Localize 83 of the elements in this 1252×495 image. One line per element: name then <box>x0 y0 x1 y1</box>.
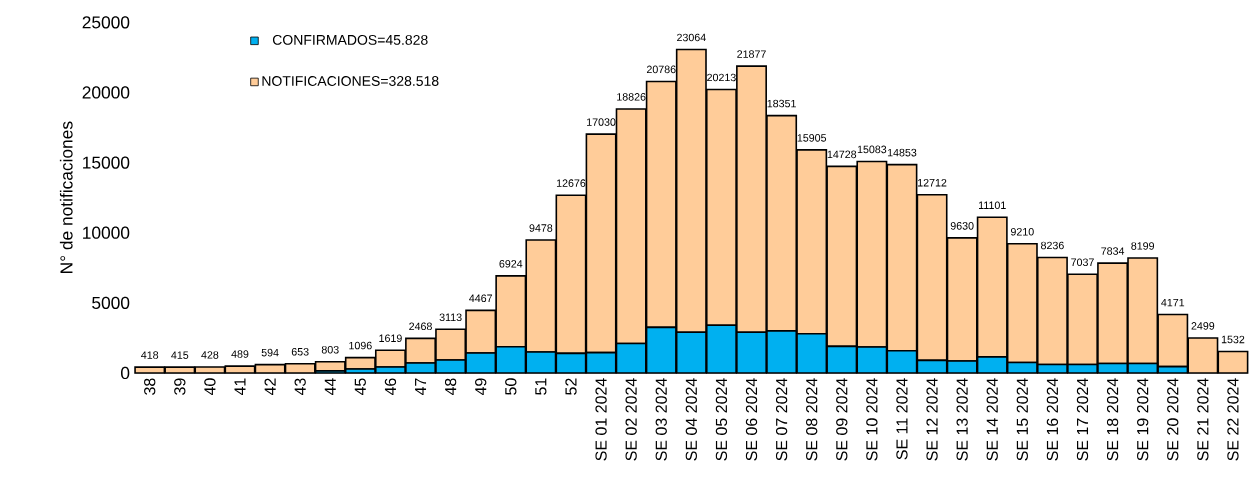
y-tick-label: 15000 <box>83 156 130 169</box>
legend-label: NOTIFICACIONES=328.518 <box>262 76 439 86</box>
total-label: 4467 <box>469 294 493 303</box>
total-label: 12676 <box>556 179 586 187</box>
x-tick-label: SE 19 2024 <box>1137 378 1149 461</box>
y-tick-label: 20000 <box>82 86 130 99</box>
total-label: 489 <box>231 350 249 358</box>
x-tick-label: SE 20 2024 <box>1167 378 1179 461</box>
x-tick-label: SE 02 2024 <box>625 378 637 461</box>
y-tick-label: 5000 <box>92 296 130 309</box>
total-label: 9478 <box>529 224 553 232</box>
x-tick-label: SE 14 2024 <box>986 378 998 461</box>
y-tick-label: 10000 <box>83 226 130 239</box>
y-tick-label: 25000 <box>82 16 130 29</box>
legend-label: CONFIRMADOS=45.828 <box>272 34 428 45</box>
total-label: 17030 <box>587 118 616 126</box>
total-label: 2468 <box>409 322 432 331</box>
total-label: 15905 <box>797 134 827 142</box>
x-tick-label: SE 10 2024 <box>866 378 878 461</box>
x-tick-label: SE 01 2024 <box>595 378 607 461</box>
total-label: 8199 <box>1131 242 1155 250</box>
x-tick-label: SE 17 2024 <box>1076 378 1089 461</box>
total-label: 803 <box>321 345 339 354</box>
x-tick-label: 43 <box>294 378 306 396</box>
total-label: 18826 <box>617 93 646 101</box>
total-label: 653 <box>291 348 309 356</box>
x-tick-label: 50 <box>505 378 517 395</box>
total-label: 18351 <box>767 99 796 108</box>
total-label: 12712 <box>918 178 947 187</box>
x-tick-label: SE 16 2024 <box>1046 378 1059 461</box>
x-tick-label: SE 15 2024 <box>1016 378 1028 461</box>
total-label: 594 <box>261 348 279 357</box>
x-tick-label: SE 03 2024 <box>655 378 667 461</box>
total-label: 1096 <box>349 341 372 350</box>
total-label: 1619 <box>379 334 402 343</box>
x-tick-label: 41 <box>234 378 246 396</box>
x-tick-label: 39 <box>174 378 186 395</box>
x-tick-label: SE 13 2024 <box>956 378 968 461</box>
total-label: 4171 <box>1161 298 1185 307</box>
y-tick-label: 0 <box>121 366 130 380</box>
total-label: 20213 <box>707 73 736 82</box>
total-label: 14853 <box>887 148 917 157</box>
total-label: 14728 <box>827 150 857 159</box>
x-tick-label: SE 21 2024 <box>1197 378 1209 461</box>
total-label: 11101 <box>979 201 1006 210</box>
total-label: 23064 <box>677 33 706 42</box>
x-tick-label: 45 <box>354 378 366 396</box>
total-label: 418 <box>141 351 159 359</box>
x-tick-label: 51 <box>535 378 547 395</box>
x-tick-label: 52 <box>565 378 577 395</box>
total-label: 20786 <box>646 65 676 74</box>
x-tick-label: 49 <box>475 378 487 396</box>
x-tick-label: SE 08 2024 <box>806 378 818 461</box>
x-tick-label: SE 05 2024 <box>715 378 728 461</box>
x-tick-label: SE 18 2024 <box>1106 378 1119 461</box>
total-label: 7037 <box>1071 258 1094 267</box>
total-label: 415 <box>171 351 189 359</box>
total-label: 21877 <box>737 50 766 58</box>
total-label: 15083 <box>857 145 887 154</box>
total-label: 9630 <box>950 222 974 230</box>
x-tick-label: 40 <box>204 378 216 396</box>
x-tick-label: SE 07 2024 <box>775 378 788 461</box>
x-tick-label: SE 06 2024 <box>745 378 758 461</box>
x-tick-label: SE 12 2024 <box>926 378 938 461</box>
x-tick-label: 44 <box>324 378 336 396</box>
x-tick-label: SE 04 2024 <box>685 378 697 461</box>
total-label: 428 <box>201 351 219 359</box>
x-tick-label: SE 11 2024 <box>896 378 908 460</box>
total-label: 6924 <box>499 260 523 268</box>
total-label: 2499 <box>1191 322 1215 330</box>
x-tick-label: 47 <box>415 378 427 396</box>
total-label: 9210 <box>1010 227 1034 236</box>
x-tick-label: 42 <box>264 378 276 396</box>
y-axis-title: N° de notificaciones <box>59 121 73 273</box>
x-tick-label: 48 <box>444 378 457 396</box>
x-tick-label: SE 09 2024 <box>836 378 848 461</box>
total-label: 7834 <box>1101 247 1125 255</box>
x-tick-label: 38 <box>144 378 156 395</box>
total-label: 3113 <box>439 313 462 322</box>
total-label: 8236 <box>1041 241 1064 250</box>
x-tick-label: SE 22 2024 <box>1227 378 1239 461</box>
total-label: 1532 <box>1221 335 1245 344</box>
x-tick-label: 46 <box>384 378 397 396</box>
